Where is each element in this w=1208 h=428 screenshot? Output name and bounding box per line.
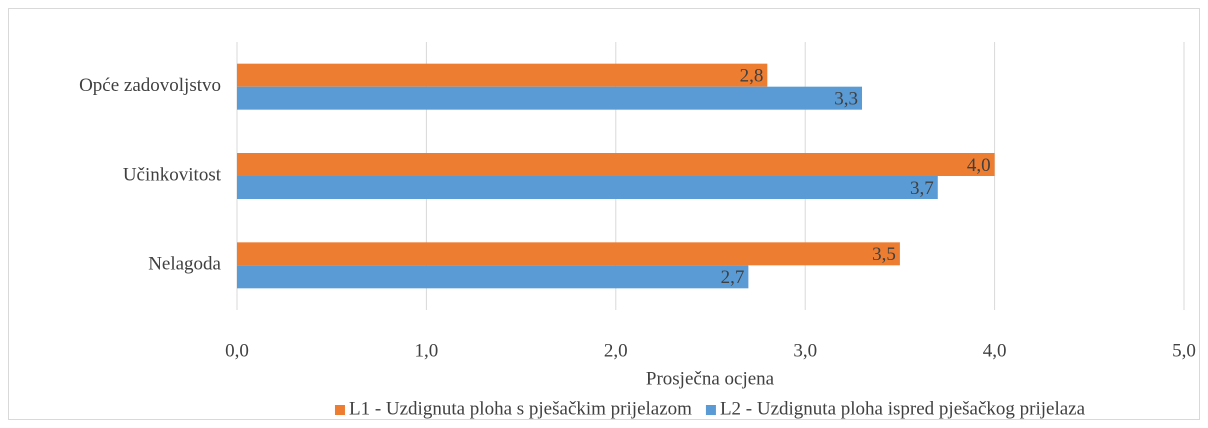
data-label: 3,3 (834, 89, 858, 110)
data-label: 2,8 (740, 66, 764, 87)
data-label: 3,5 (872, 244, 896, 265)
bar (237, 176, 938, 199)
x-tick-label: 1,0 (415, 340, 439, 361)
bar (237, 86, 863, 110)
data-label: 4,0 (967, 155, 991, 176)
x-tick-label: 4,0 (983, 340, 1007, 361)
bar (237, 265, 749, 289)
bar (237, 242, 900, 266)
bar (237, 153, 995, 176)
x-tick-label: 0,0 (225, 340, 249, 361)
x-axis-title: Prosječna ocjena (646, 368, 775, 389)
y-tick-label: Nelagoda (148, 254, 221, 275)
legend-swatch (334, 405, 345, 415)
data-label: 2,7 (721, 267, 745, 288)
legend-label: L1 - Uzdignuta ploha s pješačkim prijela… (349, 398, 692, 419)
y-tick-label: Učinkovitost (123, 164, 222, 185)
bar (237, 63, 768, 87)
legend-swatch (705, 405, 716, 415)
y-tick-label: Opće zadovoljstvo (79, 75, 221, 96)
data-label: 3,7 (910, 178, 934, 199)
x-tick-label: 3,0 (793, 340, 817, 361)
legend-label: L2 - Uzdignuta ploha ispred pješačkog pr… (720, 398, 1086, 419)
x-tick-label: 2,0 (604, 340, 628, 361)
x-tick-label: 5,0 (1172, 340, 1196, 361)
